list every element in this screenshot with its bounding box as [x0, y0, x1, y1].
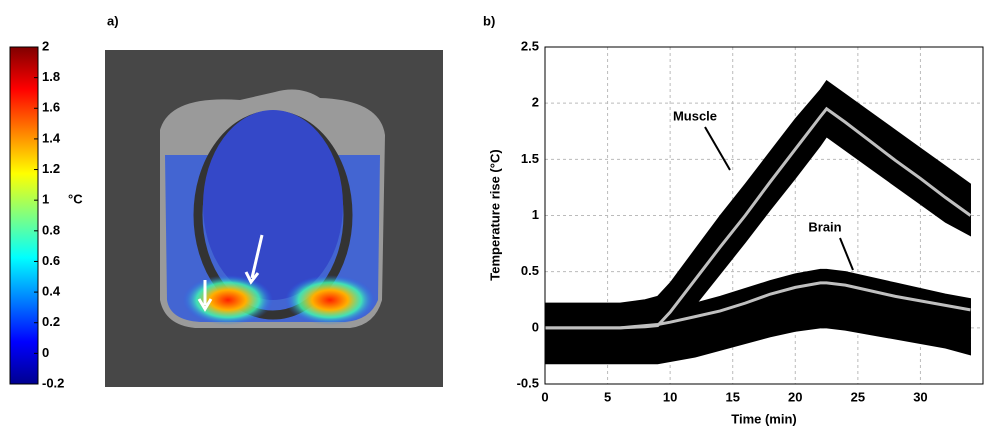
x-tick-label: 25	[851, 389, 865, 404]
y-tick-label: 0.2	[42, 314, 60, 329]
x-tick-label: 0	[541, 389, 548, 404]
y-tick-label: -0.5	[517, 375, 539, 390]
y-tick-label: 0.5	[521, 263, 539, 278]
mri-image	[105, 50, 443, 387]
y-tick-label: 0	[532, 319, 539, 334]
y-tick-label: 1.8	[42, 69, 60, 84]
noise-band	[544, 268, 971, 365]
y-axis-label: Temperature rise (°C)	[487, 149, 502, 280]
series-annotation: Muscle	[673, 108, 717, 123]
y-tick-label: 0.8	[42, 222, 60, 237]
annotation-arrow	[839, 237, 854, 271]
x-tick-label: 5	[604, 389, 611, 404]
y-tick-label: 0	[42, 345, 49, 360]
panel-label: a)	[107, 13, 119, 28]
y-tick-label: 1	[532, 207, 539, 222]
x-axis-label: Time (min)	[731, 411, 797, 426]
y-tick-label: 1.2	[42, 161, 60, 176]
x-tick-label: 10	[663, 389, 677, 404]
colorbar	[9, 46, 39, 385]
y-tick-label: 2.5	[521, 38, 539, 53]
y-tick-label: 2	[532, 95, 539, 110]
axes-frame	[544, 46, 984, 385]
y-tick-label: 1.6	[42, 100, 60, 115]
panel-label: b)	[483, 13, 495, 28]
x-tick-label: 20	[788, 389, 802, 404]
y-tick-label: 1	[42, 192, 49, 207]
series-annotation: Brain	[808, 219, 841, 234]
y-tick-label: 1.5	[521, 151, 539, 166]
annotation-arrow	[704, 126, 731, 171]
y-tick-label: -0.2	[42, 375, 64, 390]
y-tick-label: 1.4	[42, 130, 61, 145]
y-tick-label: 0.4	[42, 284, 61, 299]
x-tick-label: 30	[913, 389, 927, 404]
y-tick-label: 2	[42, 38, 49, 53]
x-tick-label: 15	[725, 389, 739, 404]
colorbar-unit: °C	[68, 191, 83, 206]
y-tick-label: 0.6	[42, 253, 60, 268]
mean-line	[545, 281, 971, 330]
